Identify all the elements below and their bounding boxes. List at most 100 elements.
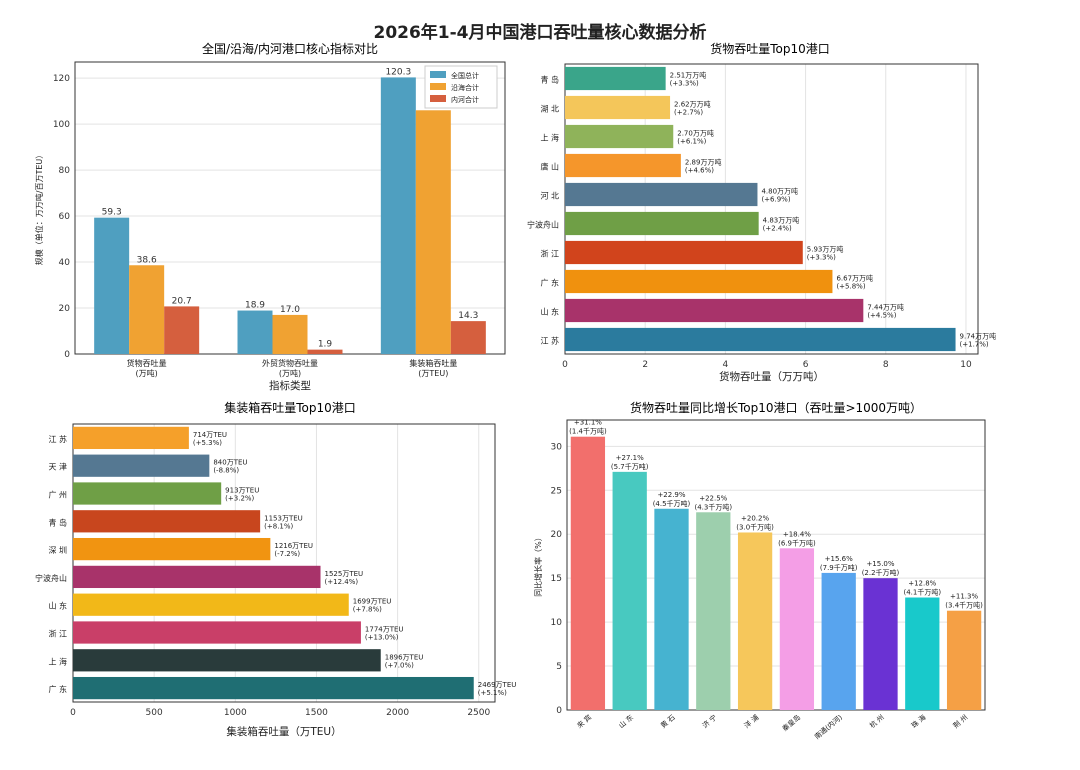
chart1-title: 全国/沿海/内河港口核心指标对比 <box>202 41 378 56</box>
chart4-bar <box>863 578 898 710</box>
chart2-data-label: 2.70万万吨 <box>677 129 714 138</box>
chart1-x-tick: 集装箱吞吐量(万TEU) <box>409 358 457 378</box>
chart2-x-tick: 2 <box>642 360 648 370</box>
chart1-bar <box>272 314 308 354</box>
chart1-bar <box>380 77 416 354</box>
chart4-sub-label: (1.4千万吨) <box>569 427 607 436</box>
chart4-sub-label: (6.9千万吨) <box>778 538 816 547</box>
chart2-growth-label: (+6.1%) <box>677 138 706 146</box>
chart4-bar <box>821 572 856 710</box>
chart2-data-label: 5.93万万吨 <box>807 245 844 254</box>
chart1-data-label: 38.6 <box>137 255 157 265</box>
chart2-bar <box>565 66 666 91</box>
chart3-data-label: 1699万TEU <box>353 598 392 606</box>
chart2-growth-label: (+6.9%) <box>761 196 790 204</box>
chart3-growth-label: (+12.4%) <box>325 578 359 586</box>
chart3-data-label: 2469万TEU <box>478 681 517 689</box>
chart1-y-tick: 0 <box>64 350 70 360</box>
chart3-growth-label: (+5.3%) <box>193 439 222 447</box>
chart1-legend-swatch <box>430 95 446 102</box>
chart1-bar <box>164 306 200 354</box>
chart3-y-tick: 广 东 <box>48 684 67 694</box>
chart3-growth-label: (+7.8%) <box>353 606 382 614</box>
chart1-bar <box>307 349 343 354</box>
chart2-growth-label: (+4.5%) <box>867 312 896 320</box>
chart3-growth-label: (-7.2%) <box>274 550 300 558</box>
chart4-y-label: 同比增长率（%） <box>533 533 543 597</box>
chart3-bar <box>73 676 474 700</box>
chart4-data-label: +12.8% <box>908 580 936 588</box>
chart2-growth-label: (+5.8%) <box>836 283 865 291</box>
chart4-x-tick: 黄 石 <box>659 713 677 730</box>
chart2-y-tick: 上 海 <box>540 133 559 143</box>
chart2-y-tick: 江 苏 <box>540 336 559 346</box>
chart2-data-label: 9.74万万吨 <box>960 332 997 341</box>
chart1-y-tick: 80 <box>59 166 71 176</box>
chart4-sub-label: (4.1千万吨) <box>903 588 941 597</box>
chart4-bar <box>905 597 940 710</box>
chart3-bar <box>73 593 349 616</box>
chart4-sub-label: (3.0千万吨) <box>736 522 774 531</box>
chart3-x-tick: 2500 <box>467 708 490 718</box>
chart3-y-tick: 浙 江 <box>48 629 67 639</box>
chart4-data-label: +18.4% <box>783 530 811 538</box>
chart4-data-label: +15.6% <box>825 555 853 563</box>
chart4-x-tick: 秦皇岛 <box>780 713 802 733</box>
chart3-x-tick: 0 <box>70 708 76 718</box>
chart4-sub-label: (7.9千万吨) <box>820 563 858 572</box>
chart4-sub-label: (4.3千万吨) <box>694 502 732 511</box>
chart3-x-label: 集装箱吞吐量（万TEU） <box>226 725 341 738</box>
chart3-x-tick: 2000 <box>386 708 409 718</box>
chart2-bar <box>565 153 681 178</box>
chart1-legend-swatch <box>430 71 446 78</box>
chart2-growth-label: (+3.3%) <box>670 80 699 88</box>
chart3-data-label: 840万TEU <box>213 459 247 467</box>
chart2-data-label: 4.83万万吨 <box>763 216 800 225</box>
chart1-bar <box>450 321 486 354</box>
chart2-y-tick: 宁波舟山 <box>527 220 559 230</box>
chart4-y-tick: 5 <box>556 662 562 672</box>
chart4-y-tick: 30 <box>551 442 563 452</box>
chart3-y-tick: 江 苏 <box>48 434 67 444</box>
chart2-bar <box>565 95 671 120</box>
chart3-bar <box>73 510 261 533</box>
chart4-x-tick: 济 宁 <box>700 713 718 730</box>
chart1-y-tick: 100 <box>53 120 70 130</box>
chart2-growth-label: (+1.7%) <box>960 341 989 349</box>
chart3-bar <box>73 482 222 505</box>
chart2-growth-label: (+2.4%) <box>763 225 792 233</box>
chart2-x-tick: 8 <box>883 360 889 370</box>
chart3-x-tick: 500 <box>146 708 163 718</box>
chart4-x-tick: 杭 州 <box>868 713 886 730</box>
chart2-y-tick: 山 东 <box>540 307 559 317</box>
chart2-data-label: 7.44万万吨 <box>867 303 904 312</box>
chart1-y-tick: 120 <box>53 74 70 84</box>
chart3-y-tick: 山 东 <box>48 601 67 611</box>
chart3-data-label: 1525万TEU <box>325 570 364 578</box>
chart3-y-tick: 天 津 <box>48 462 67 472</box>
chart4-bar <box>946 610 982 710</box>
chart4-x-tick: 南通(内河) <box>813 712 845 741</box>
chart3-y-tick: 上 海 <box>48 656 67 666</box>
chart2-bar <box>565 298 864 323</box>
chart2-title: 货物吞吐量Top10港口 <box>710 41 830 56</box>
chart4-frame <box>566 419 986 711</box>
chart2-bar <box>565 269 833 294</box>
chart3-y-tick: 青 岛 <box>48 517 67 527</box>
chart1-legend-label: 内河合计 <box>451 95 479 104</box>
chart4-data-label: +31.1% <box>574 419 602 427</box>
chart2-y-tick: 河 北 <box>540 191 559 201</box>
chart2-x-tick: 4 <box>723 360 729 370</box>
chart4-data-label: +20.2% <box>741 514 769 522</box>
chart2-bar <box>565 327 956 352</box>
chart4-bar <box>654 508 689 710</box>
chart3-data-label: 1216万TEU <box>274 542 313 550</box>
chart4-x-tick: 荆 州 <box>951 713 969 730</box>
chart3-data-label: 913万TEU <box>225 487 259 495</box>
chart3-frame <box>72 423 496 703</box>
chart1-x-label: 指标类型 <box>269 379 311 392</box>
chart4-title: 货物吞吐量同比增长Top10港口（吞吐量>1000万吨） <box>630 400 922 415</box>
chart2-x-tick: 6 <box>803 360 809 370</box>
chart4-y-tick: 10 <box>551 618 563 628</box>
chart3-data-label: 1774万TEU <box>365 626 404 634</box>
